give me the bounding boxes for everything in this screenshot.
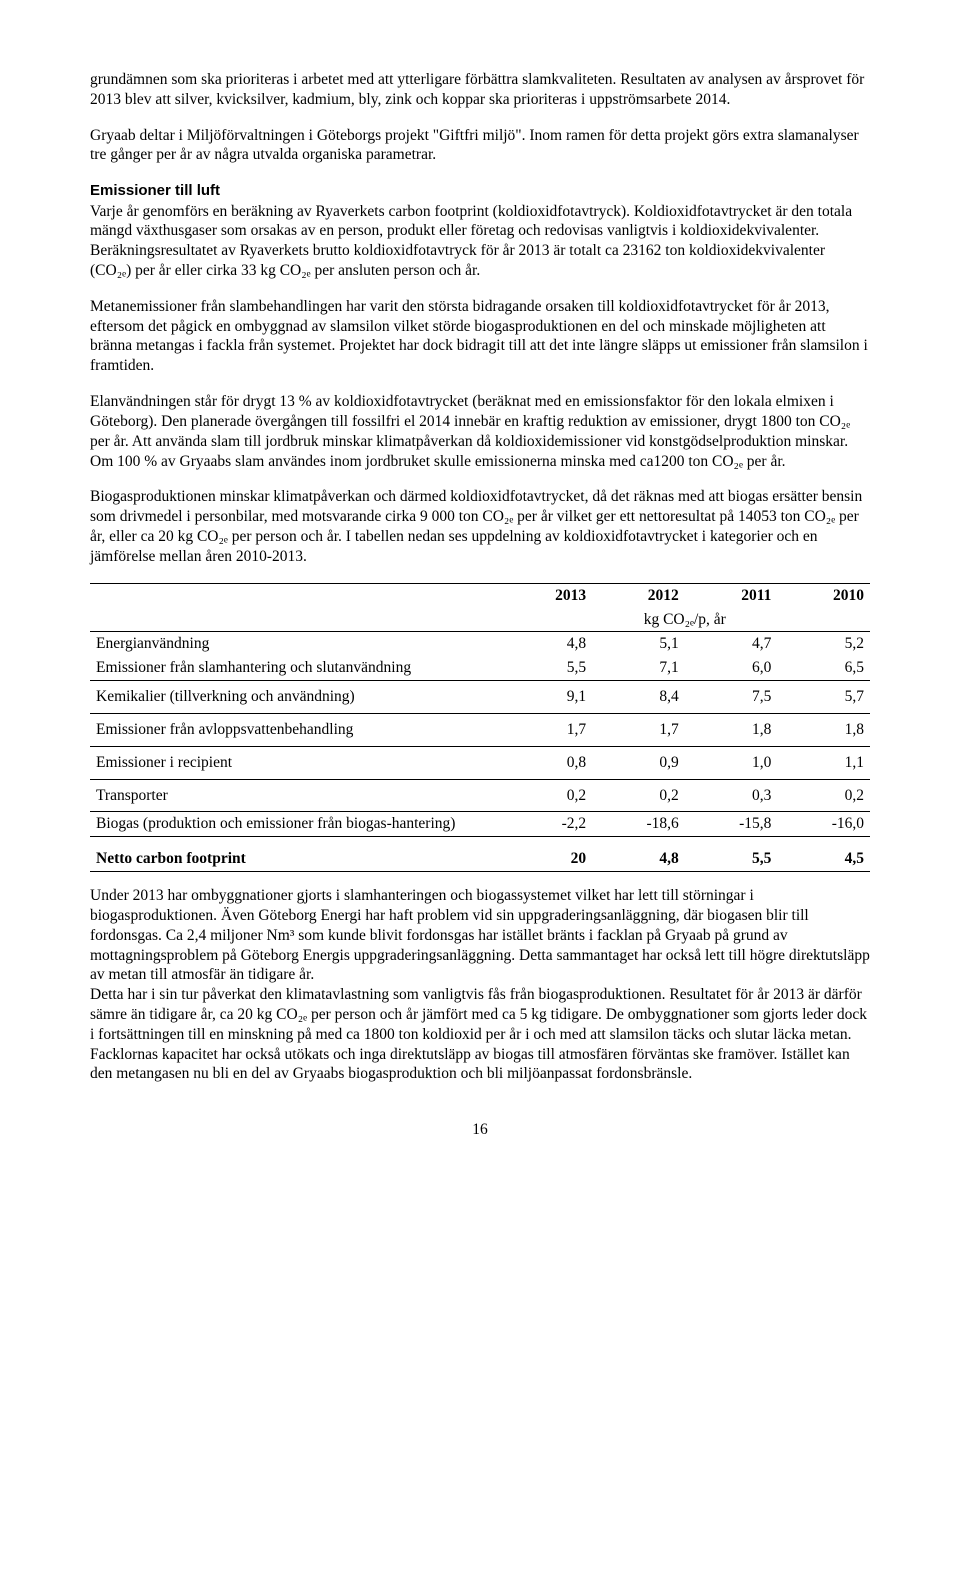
- paragraph-after-table-1: Under 2013 har ombyggnationer gjorts i s…: [90, 886, 870, 985]
- table-cell: 8,4: [592, 681, 685, 714]
- table-cell: 0,2: [500, 779, 593, 812]
- table-cell: 0,3: [685, 779, 778, 812]
- table-cell: 1,8: [685, 713, 778, 746]
- table-row-label: Emissioner från avloppsvattenbehandling: [90, 713, 500, 746]
- table-row-label: Emissioner i recipient: [90, 746, 500, 779]
- paragraph-intro-1: grundämnen som ska prioriteras i arbetet…: [90, 70, 870, 110]
- table-cell: 7,5: [685, 681, 778, 714]
- table-cell: 6,5: [777, 656, 870, 680]
- table-footprint-cell: 5,5: [685, 837, 778, 872]
- paragraph-emissioner-3: Elanvändningen står för drygt 13 % av ko…: [90, 392, 870, 471]
- table-cell: -16,0: [777, 812, 870, 837]
- paragraph-emissioner-4: Biogasproduktionen minskar klimatpåverka…: [90, 487, 870, 566]
- table-cell: -15,8: [685, 812, 778, 837]
- table-header-year: 2012: [592, 583, 685, 607]
- paragraph-after-table-2: Detta har i sin tur påverkat den klimata…: [90, 985, 870, 1084]
- heading-emissioner: Emissioner till luft: [90, 181, 870, 200]
- page-number: 16: [90, 1120, 870, 1140]
- paragraph-emissioner-1: Varje år genomförs en beräkning av Ryave…: [90, 202, 870, 281]
- paragraph-intro-2: Gryaab deltar i Miljöförvaltningen i Göt…: [90, 126, 870, 166]
- table-cell: 5,7: [777, 681, 870, 714]
- table-cell: 5,5: [500, 656, 593, 680]
- table-footprint-cell: 20: [500, 837, 593, 872]
- table-cell: 4,8: [500, 632, 593, 656]
- table-footprint-cell: 4,5: [777, 837, 870, 872]
- table-cell: 0,8: [500, 746, 593, 779]
- table-cell: 4,7: [685, 632, 778, 656]
- carbon-footprint-table: 2013 2012 2011 2010 kg CO₂ₑ/p, år Energi…: [90, 583, 870, 872]
- table-cell: 0,9: [592, 746, 685, 779]
- table-cell: 1,8: [777, 713, 870, 746]
- table-cell: -2,2: [500, 812, 593, 837]
- table-row-label: Energianvändning: [90, 632, 500, 656]
- paragraph-emissioner-2: Metanemissioner från slambehandlingen ha…: [90, 297, 870, 376]
- table-cell: 1,0: [685, 746, 778, 779]
- table-cell: 1,7: [500, 713, 593, 746]
- table-cell: 5,1: [592, 632, 685, 656]
- table-unit-label: kg CO₂ₑ/p, år: [500, 608, 870, 632]
- table-row-label: Kemikalier (tillverkning och användning): [90, 681, 500, 714]
- table-header-year: 2011: [685, 583, 778, 607]
- table-row-label: Biogas (produktion och emissioner från b…: [90, 812, 500, 837]
- table-cell: 5,2: [777, 632, 870, 656]
- table-row-label: Emissioner från slamhantering och slutan…: [90, 656, 500, 680]
- table-footprint-cell: 4,8: [592, 837, 685, 872]
- table-header-year: 2013: [500, 583, 593, 607]
- table-footprint-label: Netto carbon footprint: [90, 837, 500, 872]
- table-row-label: Transporter: [90, 779, 500, 812]
- table-header-year: 2010: [777, 583, 870, 607]
- table-cell: 1,1: [777, 746, 870, 779]
- table-cell: 1,7: [592, 713, 685, 746]
- table-cell: 0,2: [777, 779, 870, 812]
- table-cell: 7,1: [592, 656, 685, 680]
- table-cell: 6,0: [685, 656, 778, 680]
- table-header-blank: [90, 583, 500, 607]
- table-cell: 9,1: [500, 681, 593, 714]
- table-cell: 0,2: [592, 779, 685, 812]
- table-cell: -18,6: [592, 812, 685, 837]
